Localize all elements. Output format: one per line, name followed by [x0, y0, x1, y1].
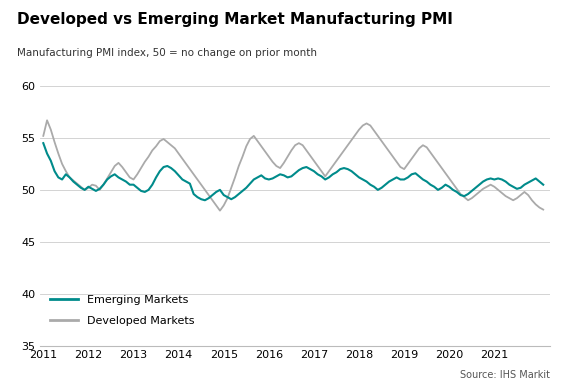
Text: Developed vs Emerging Market Manufacturing PMI: Developed vs Emerging Market Manufacturi…: [17, 12, 453, 26]
Text: Source: IHS Markit: Source: IHS Markit: [460, 370, 550, 380]
Text: Manufacturing PMI index, 50 = no change on prior month: Manufacturing PMI index, 50 = no change …: [17, 48, 317, 58]
Legend: Emerging Markets, Developed Markets: Emerging Markets, Developed Markets: [50, 295, 194, 326]
